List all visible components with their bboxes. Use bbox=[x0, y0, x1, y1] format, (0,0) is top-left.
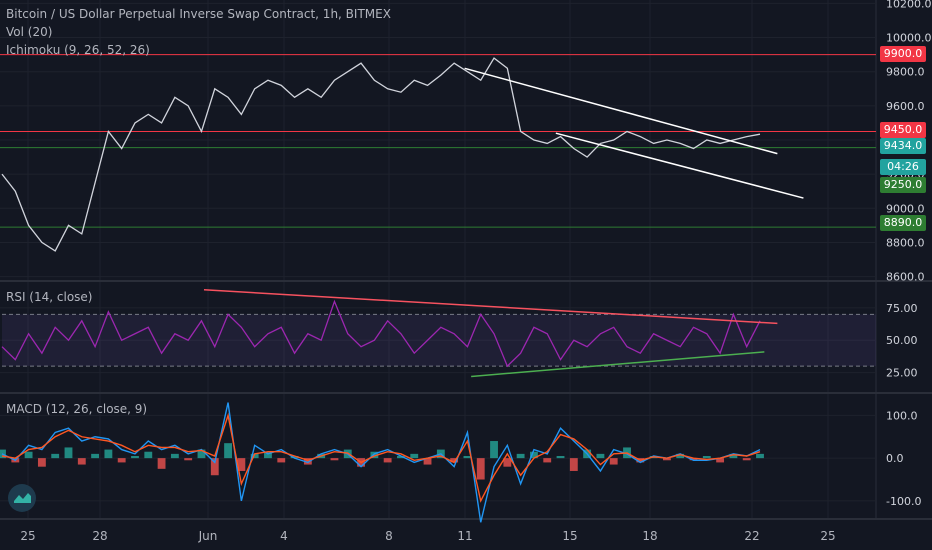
macd-histogram-bar bbox=[330, 458, 339, 461]
macd-histogram-bar bbox=[197, 449, 206, 459]
trendline bbox=[555, 132, 804, 199]
price-badge-9900: 9900.0 bbox=[880, 46, 926, 62]
macd-histogram-bar bbox=[237, 458, 246, 471]
price-badge-8890: 8890.0 bbox=[880, 215, 926, 231]
macd-histogram-bar bbox=[37, 458, 46, 467]
macd-legend[interactable]: MACD (12, 26, close, 9) bbox=[6, 402, 148, 416]
macd-histogram-bar bbox=[530, 451, 538, 459]
x-tick-label: 11 bbox=[457, 529, 472, 543]
x-tick-label: 15 bbox=[562, 529, 577, 543]
price-badge-9450: 9450.0 bbox=[880, 122, 926, 138]
y-tick-label: 100.0 bbox=[886, 409, 918, 422]
macd-histogram-bar bbox=[250, 453, 259, 459]
price-badge-9250: 9250.0 bbox=[880, 177, 926, 193]
macd-histogram-bar bbox=[569, 458, 578, 471]
countdown-badge: 04:26 bbox=[880, 159, 926, 175]
macd-histogram-bar bbox=[277, 458, 286, 463]
macd-histogram-bar bbox=[64, 447, 73, 459]
macd-histogram-bar bbox=[676, 453, 685, 459]
y-tick-label: 25.00 bbox=[886, 367, 918, 380]
macd-histogram-bar bbox=[490, 441, 498, 459]
x-tick-label: 8 bbox=[385, 529, 393, 543]
rsi-line bbox=[1, 299, 761, 368]
macd-histogram-bar bbox=[264, 451, 272, 459]
macd-histogram-bar bbox=[51, 453, 60, 459]
macd-histogram-bar bbox=[716, 458, 725, 463]
macd-histogram-bar bbox=[450, 458, 459, 463]
macd-histogram-bar bbox=[596, 453, 605, 459]
price-line bbox=[1, 57, 761, 252]
macd-histogram-bar bbox=[184, 458, 193, 461]
macd-histogram-bar bbox=[117, 458, 126, 463]
macd-histogram-bar bbox=[157, 458, 166, 469]
y-tick-label: 75.00 bbox=[886, 302, 918, 315]
y-tick-label: 10000.0 bbox=[886, 32, 932, 45]
macd-histogram-bar bbox=[91, 453, 100, 459]
x-tick-label: 22 bbox=[744, 529, 759, 543]
y-tick-label: 8600.0 bbox=[886, 271, 925, 284]
ichimoku-legend[interactable]: Ichimoku (9, 26, 52, 26) bbox=[6, 43, 150, 57]
macd-histogram-bar bbox=[170, 453, 179, 459]
macd-histogram-bar bbox=[290, 456, 299, 459]
x-tick-label: Jun bbox=[198, 529, 218, 543]
vol-legend[interactable]: Vol (20) bbox=[6, 25, 53, 39]
y-tick-label: 9800.0 bbox=[886, 66, 925, 79]
trendline bbox=[464, 67, 778, 155]
macd-histogram-bar bbox=[131, 456, 139, 459]
macd-histogram-bar bbox=[756, 453, 764, 459]
logo-icon[interactable] bbox=[8, 484, 36, 512]
y-tick-label: -100.0 bbox=[886, 495, 921, 508]
macd-histogram-bar bbox=[224, 443, 232, 459]
macd-histogram-bar bbox=[729, 453, 738, 459]
macd-signal-line bbox=[1, 412, 761, 503]
y-tick-label: 50.00 bbox=[886, 334, 918, 347]
rsi-legend[interactable]: RSI (14, close) bbox=[6, 290, 93, 304]
macd-histogram-bar bbox=[476, 458, 485, 480]
macd-macd-line bbox=[1, 402, 761, 523]
macd-histogram-bar bbox=[370, 451, 379, 459]
macd-histogram-bar bbox=[543, 458, 552, 463]
macd-histogram-bar bbox=[609, 458, 618, 465]
macd-histogram-bar bbox=[556, 456, 565, 459]
symbol-title[interactable]: Bitcoin / US Dollar Perpetual Inverse Sw… bbox=[6, 7, 391, 21]
macd-histogram-bar bbox=[77, 458, 86, 465]
macd-histogram-bar bbox=[423, 458, 432, 465]
macd-histogram-bar bbox=[689, 458, 698, 461]
macd-histogram-bar bbox=[383, 458, 392, 463]
macd-histogram-bar bbox=[210, 458, 219, 476]
y-tick-label: 10200.0 bbox=[886, 0, 932, 10]
trendline bbox=[471, 351, 765, 378]
macd-histogram-bar bbox=[662, 458, 671, 461]
x-tick-label: 4 bbox=[280, 529, 288, 543]
macd-histogram-bar bbox=[410, 453, 419, 459]
x-tick-label: 28 bbox=[92, 529, 107, 543]
trendline bbox=[203, 289, 778, 325]
macd-histogram-bar bbox=[463, 456, 472, 459]
y-tick-label: 8800.0 bbox=[886, 236, 925, 249]
y-tick-label: 9000.0 bbox=[886, 202, 925, 215]
price-badge-current: 9434.0 bbox=[880, 138, 926, 154]
macd-histogram-bar bbox=[516, 453, 525, 459]
macd-histogram-bar bbox=[144, 451, 153, 459]
x-tick-label: 18 bbox=[642, 529, 657, 543]
macd-histogram-bar bbox=[24, 451, 33, 459]
macd-histogram-bar bbox=[397, 456, 405, 459]
y-tick-label: 9600.0 bbox=[886, 100, 925, 113]
macd-histogram-bar bbox=[303, 458, 312, 465]
x-tick-label: 25 bbox=[820, 529, 835, 543]
macd-histogram-bar bbox=[104, 449, 113, 459]
macd-histogram-bar bbox=[503, 458, 512, 467]
logo-mark-icon bbox=[14, 493, 31, 503]
y-tick-label: 0.0 bbox=[886, 452, 904, 465]
x-tick-label: 25 bbox=[20, 529, 35, 543]
macd-histogram-bar bbox=[742, 458, 751, 461]
macd-histogram-bar bbox=[702, 456, 711, 459]
